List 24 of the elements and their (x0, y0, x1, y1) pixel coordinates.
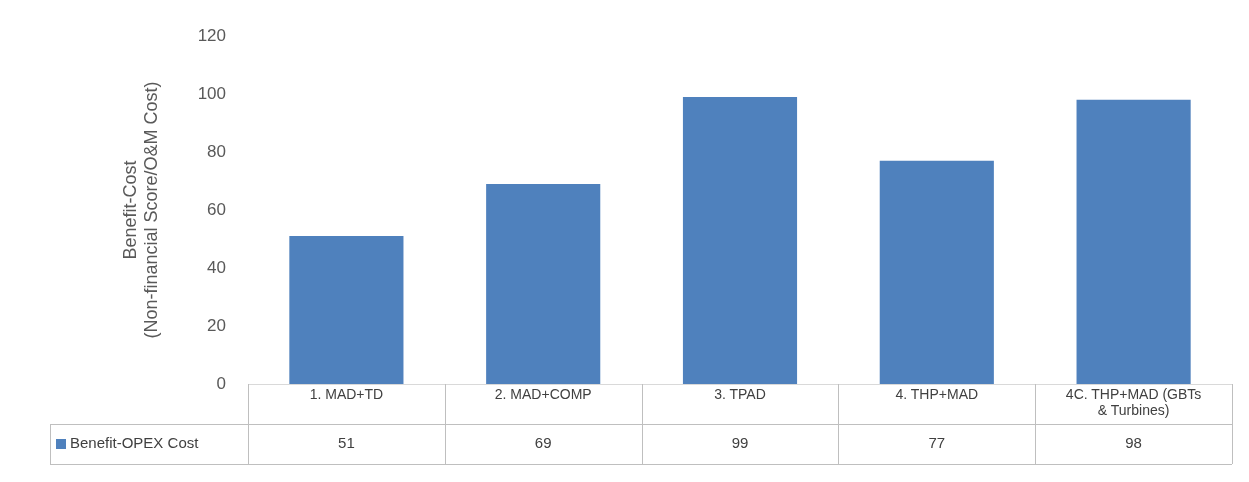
x-tick-label: 3. TPAD (714, 385, 766, 402)
data-label: 99 (731, 434, 749, 452)
data-label: 51 (338, 434, 355, 452)
data-label: 98 (1125, 434, 1142, 452)
data-label: 69 (534, 434, 552, 452)
y-tick-label: 100 (197, 83, 226, 103)
y-tick-label: 120 (197, 25, 226, 45)
data-label: 77 (928, 434, 946, 452)
legend-label: Benefit-OPEX Cost (70, 434, 200, 452)
y-tick-label: 20 (207, 315, 226, 335)
bar (879, 160, 994, 384)
y-tick-label: 60 (207, 199, 226, 219)
y-tick-label: 40 (207, 257, 226, 277)
x-tick-label: 4. THP+MAD (895, 385, 979, 402)
bar (682, 96, 798, 384)
x-tick-label: 2. MAD+COMP (494, 385, 592, 402)
bar (289, 236, 404, 384)
y-tick-label: 80 (207, 141, 226, 161)
bar (486, 183, 601, 384)
bar (1076, 99, 1191, 384)
x-tick-label: 1. MAD+TD (309, 385, 384, 402)
y-axis-title: Benefit-Cost (Non-financial Score/O&M Cost) (119, 81, 162, 339)
x-tick-label: 4C. THP+MAD (GBTs & Turbines) (1065, 385, 1202, 419)
y-tick-label: 0 (216, 373, 226, 393)
